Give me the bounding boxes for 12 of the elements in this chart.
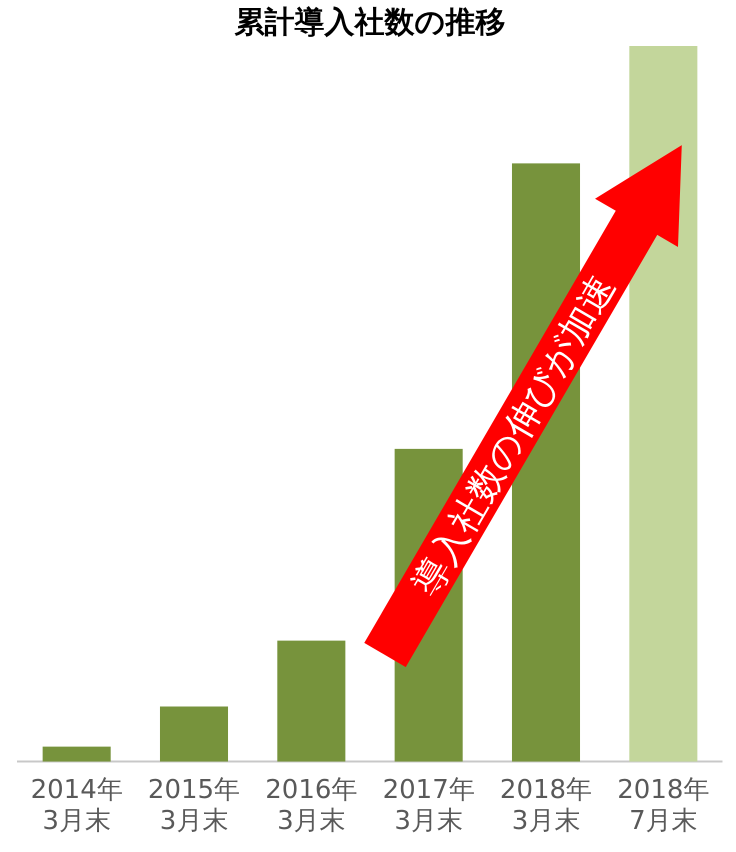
- x-tick-label: 2017年 3月末: [382, 774, 475, 836]
- bar: [629, 46, 698, 762]
- annotation: 導入社数の伸びが加速: [406, 268, 624, 603]
- bar: [42, 746, 111, 762]
- x-tick-label: 2018年 3月末: [500, 774, 592, 836]
- x-tick-label: 2018年 7月末: [617, 774, 710, 836]
- x-tick-label: 2014年 3月末: [30, 774, 123, 836]
- bar: [160, 706, 228, 762]
- x-tick-label: 2015年 3月末: [148, 774, 240, 836]
- x-tick-label: 2016年 3月末: [265, 774, 358, 836]
- bar: [277, 640, 346, 762]
- chart-title: 累計導入社数の推移: [234, 4, 506, 40]
